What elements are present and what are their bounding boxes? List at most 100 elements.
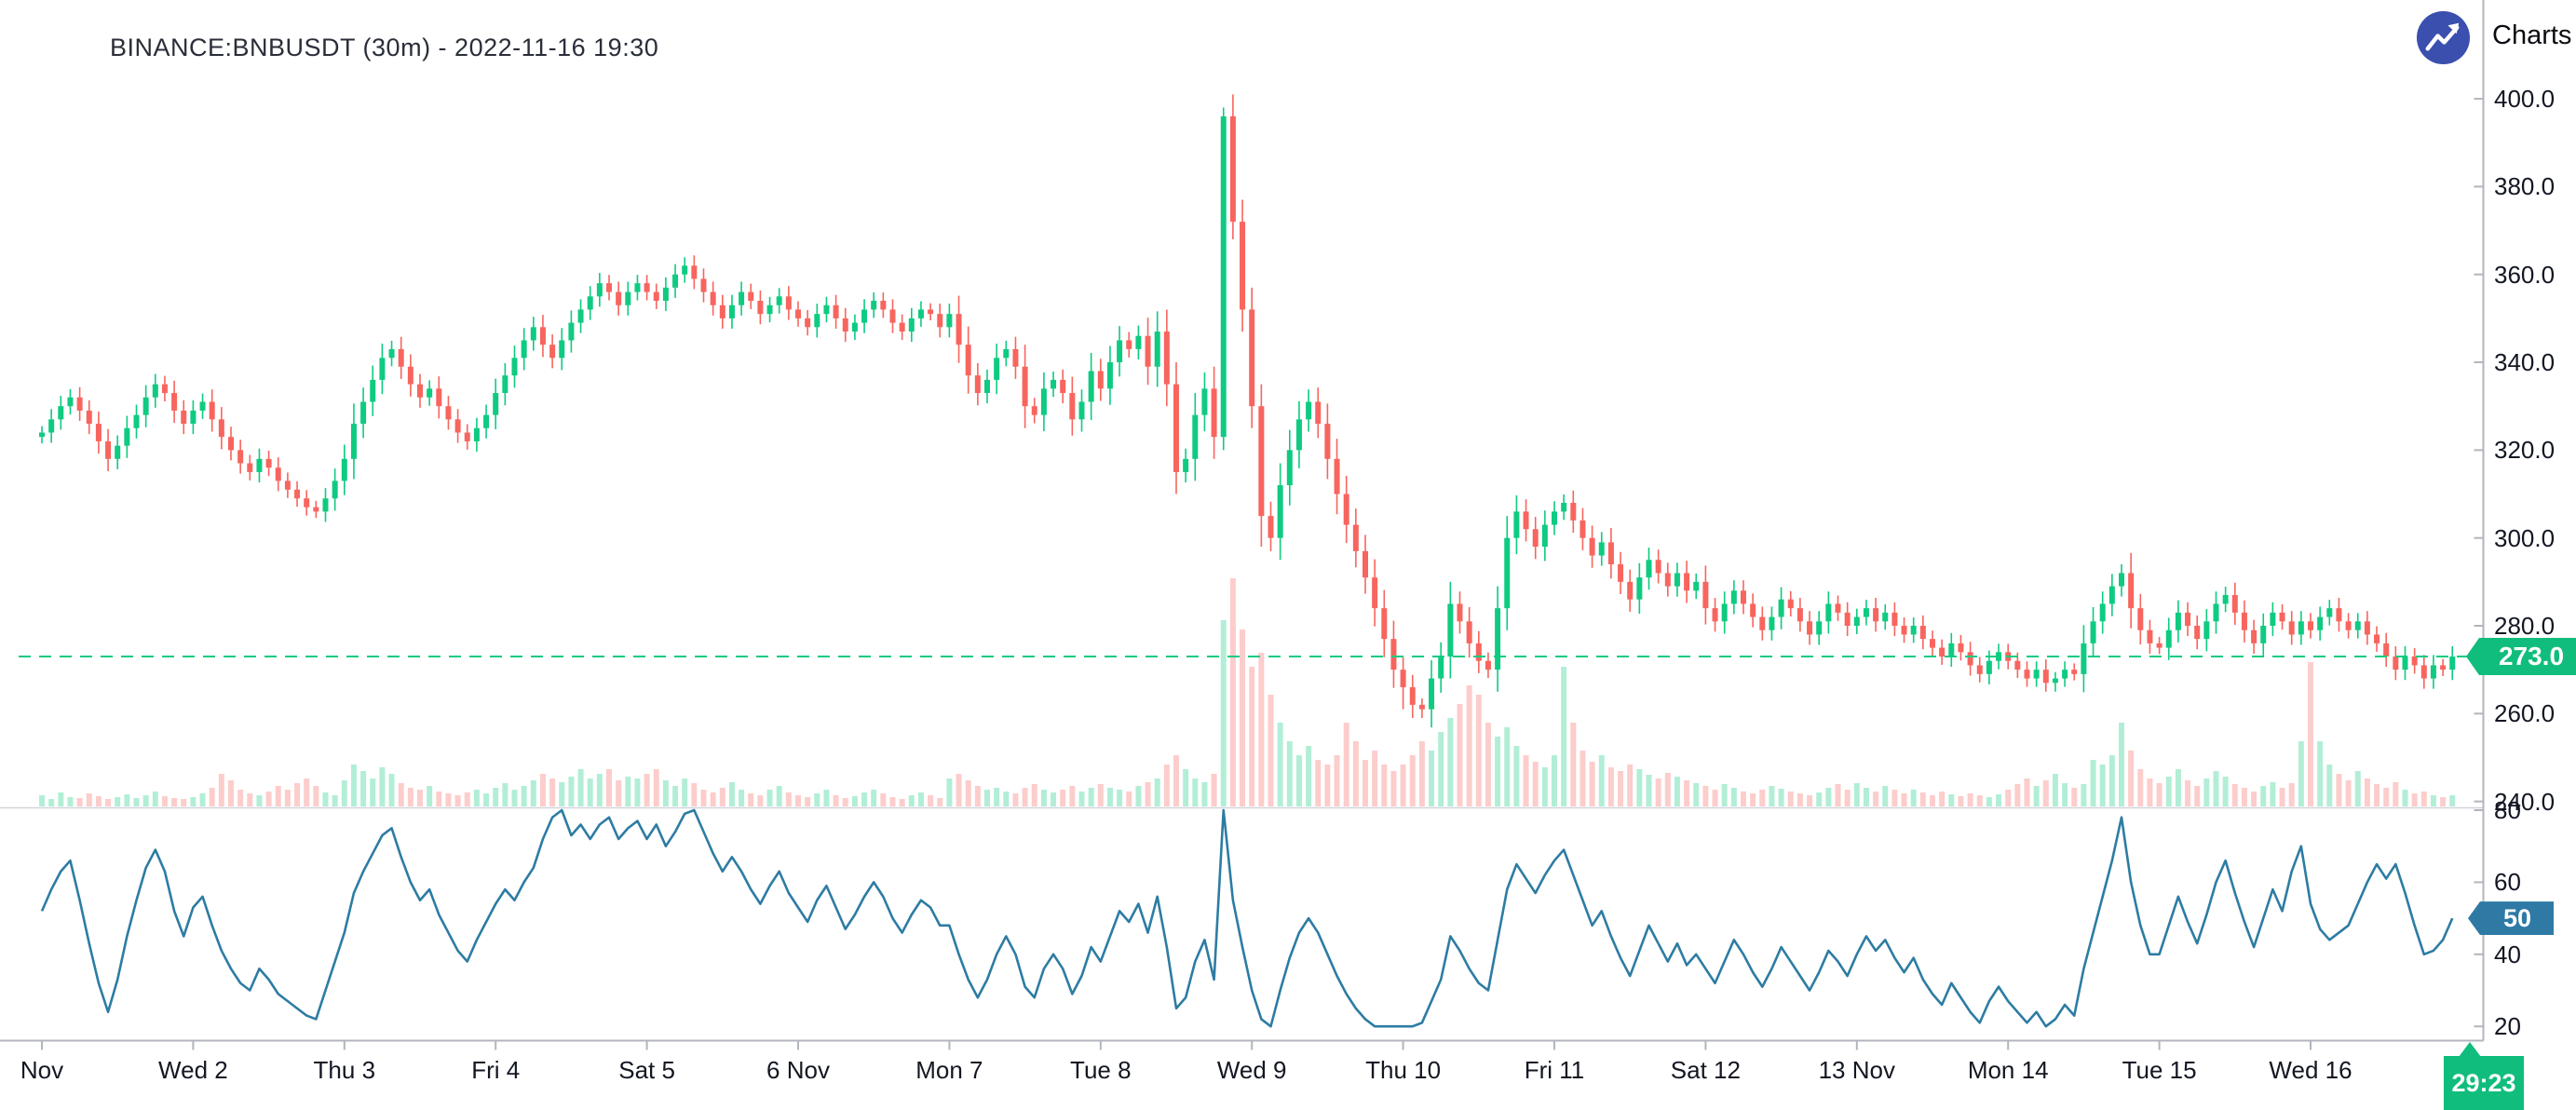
candle-body bbox=[1258, 406, 1265, 517]
candle-body bbox=[445, 406, 452, 420]
volume-bar bbox=[1532, 762, 1539, 806]
price-tick-label: 380.0 bbox=[2494, 172, 2556, 201]
candle-body bbox=[2449, 657, 2456, 670]
candle-body bbox=[1229, 115, 1236, 223]
candle-body bbox=[1873, 608, 1879, 622]
candle-body bbox=[483, 414, 490, 428]
candle-body bbox=[1636, 577, 1643, 600]
volume-bar bbox=[539, 774, 546, 806]
volume-bar bbox=[2393, 782, 2399, 806]
candle-body bbox=[1607, 542, 1614, 564]
volume-bar bbox=[956, 774, 962, 806]
candle-body bbox=[1040, 388, 1047, 415]
volume-bar bbox=[2374, 784, 2380, 806]
last-price-badge: 273.0 bbox=[2466, 638, 2576, 675]
price-tick-label: 280.0 bbox=[2494, 612, 2556, 640]
volume-bar bbox=[407, 788, 414, 806]
volume-bar bbox=[105, 799, 112, 806]
candle-body bbox=[1352, 524, 1359, 551]
volume-bar bbox=[2279, 788, 2285, 806]
candle-body bbox=[1211, 388, 1217, 438]
price-tick-label: 320.0 bbox=[2494, 436, 2556, 465]
volume-bar bbox=[2137, 769, 2144, 806]
candle-body bbox=[417, 384, 423, 398]
volume-bar bbox=[1268, 695, 1274, 806]
candle-body bbox=[653, 291, 659, 302]
volume-bar bbox=[1684, 780, 1690, 806]
volume-bar bbox=[1060, 790, 1066, 806]
volume-bar bbox=[672, 786, 679, 806]
candle-body bbox=[833, 305, 839, 318]
candle-body bbox=[2308, 621, 2313, 630]
candle-body bbox=[360, 401, 367, 425]
candle-body bbox=[1343, 494, 1349, 525]
candle-body bbox=[2175, 612, 2181, 630]
countdown-pointer-icon bbox=[2459, 1042, 2481, 1057]
candle-body bbox=[1910, 626, 1917, 635]
candle-body bbox=[407, 366, 414, 385]
volume-bar bbox=[1702, 786, 1709, 806]
volume-bar bbox=[710, 792, 716, 806]
candle-body bbox=[1466, 621, 1472, 643]
volume-bar bbox=[2185, 780, 2191, 806]
candle-body bbox=[218, 419, 224, 438]
candle-body bbox=[521, 340, 527, 359]
candle-body bbox=[539, 327, 546, 345]
candle-body bbox=[1381, 608, 1388, 640]
volume-bar bbox=[275, 786, 281, 806]
candle-body bbox=[1919, 626, 1926, 640]
volume-bar bbox=[313, 786, 319, 806]
candle-body bbox=[2374, 634, 2380, 643]
candle-body bbox=[322, 498, 329, 512]
volume-bar bbox=[984, 790, 990, 806]
volume-bar bbox=[360, 771, 367, 806]
candle-body bbox=[634, 283, 641, 292]
volume-bar bbox=[2298, 741, 2304, 806]
candle-body bbox=[2014, 660, 2021, 670]
candle-body bbox=[1192, 414, 1199, 459]
candle-body bbox=[719, 305, 725, 318]
volume-bar bbox=[1598, 755, 1605, 806]
candle-body bbox=[2071, 670, 2078, 674]
candle-body bbox=[304, 498, 310, 508]
volume-bar bbox=[1051, 792, 1057, 806]
candle-body bbox=[1145, 335, 1151, 367]
volume-bar bbox=[2052, 774, 2058, 806]
volume-bar bbox=[1352, 741, 1359, 806]
volume-bar bbox=[2354, 771, 2361, 806]
candle-body bbox=[1088, 371, 1094, 402]
volume-bar bbox=[1901, 793, 1907, 806]
candle-body bbox=[105, 440, 112, 459]
volume-bar bbox=[1787, 792, 1794, 806]
volume-bar bbox=[521, 786, 527, 806]
volume-bar bbox=[1996, 794, 2002, 806]
volume-bar bbox=[1807, 795, 1813, 806]
candle-body bbox=[2317, 616, 2324, 630]
volume-bar bbox=[2383, 788, 2390, 806]
volume-bar bbox=[142, 795, 149, 806]
time-tick-label: Tue 8 bbox=[1070, 1056, 1132, 1084]
volume-bar bbox=[228, 780, 234, 806]
candle-body bbox=[76, 397, 83, 411]
volume-bar bbox=[294, 783, 301, 806]
volume-bar bbox=[1126, 792, 1132, 806]
branding-logo[interactable] bbox=[2416, 10, 2471, 65]
candle-body bbox=[823, 305, 830, 315]
candle-body bbox=[2108, 586, 2115, 604]
volume-bar bbox=[1163, 765, 1170, 806]
candle-body bbox=[95, 424, 102, 441]
candle-body bbox=[2156, 643, 2162, 648]
candle-body bbox=[67, 397, 74, 407]
volume-bar bbox=[2194, 786, 2201, 806]
candle-body bbox=[2099, 603, 2106, 622]
time-tick-label: Nov bbox=[20, 1056, 64, 1084]
volume-bar bbox=[199, 793, 206, 806]
volume-bar bbox=[880, 793, 887, 806]
candle-body bbox=[1513, 511, 1520, 538]
candle-body bbox=[2440, 665, 2447, 670]
volume-bar bbox=[86, 793, 92, 806]
candle-countdown-badge: 29:23 bbox=[2444, 1042, 2524, 1110]
volume-bar bbox=[1173, 755, 1179, 806]
